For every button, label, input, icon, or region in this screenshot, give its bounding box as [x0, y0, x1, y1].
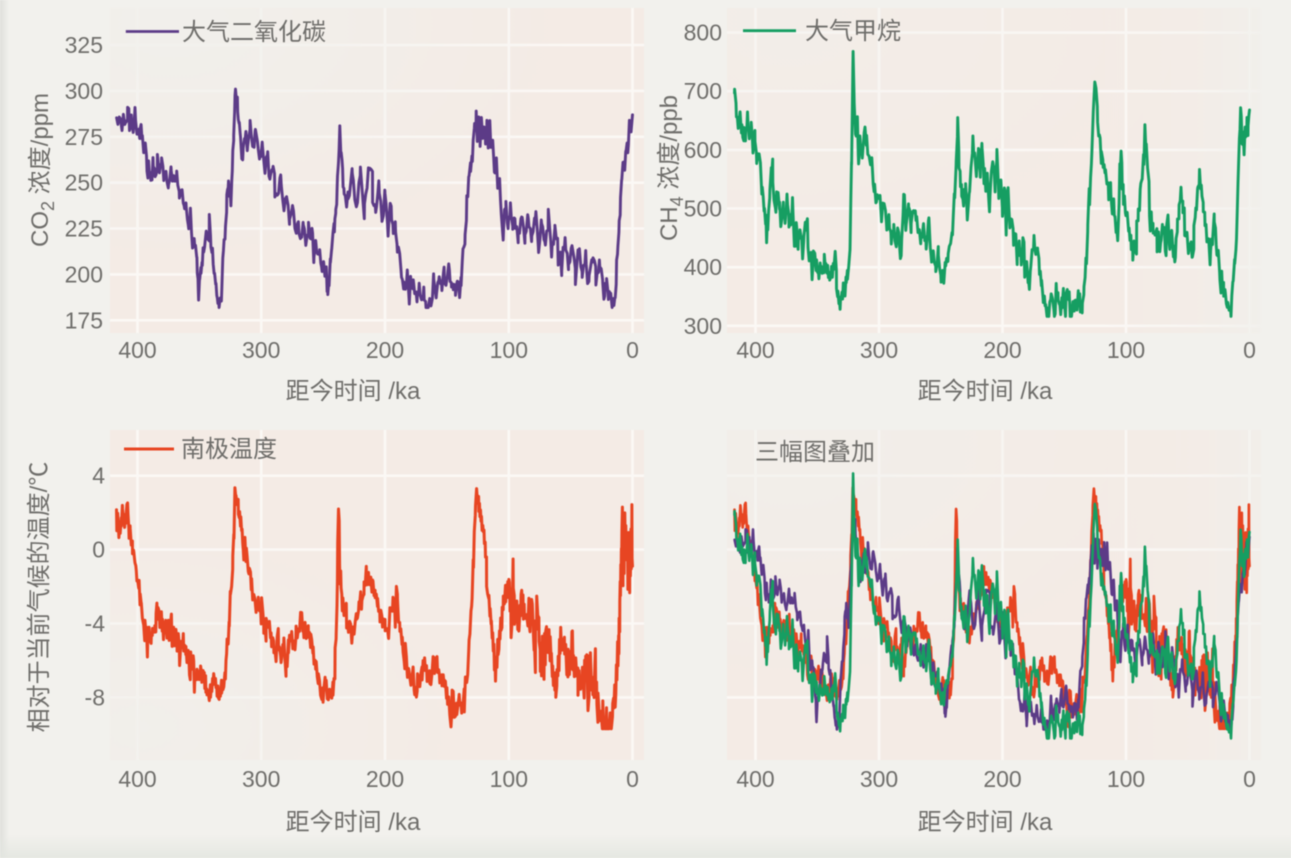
svg-text:400: 400 [684, 254, 722, 280]
svg-text:100: 100 [1107, 766, 1145, 792]
svg-text:0: 0 [1243, 337, 1256, 363]
svg-text:CH4 浓度/ppb: CH4 浓度/ppb [656, 95, 687, 241]
svg-text:大气二氧化碳: 大气二氧化碳 [182, 19, 326, 46]
svg-text:250: 250 [65, 170, 103, 196]
svg-text:500: 500 [684, 196, 722, 222]
svg-text:南极温度: 南极温度 [181, 436, 277, 463]
svg-text:225: 225 [65, 216, 103, 242]
svg-text:100: 100 [490, 766, 528, 792]
svg-text:距今时间 /ka: 距今时间 /ka [286, 809, 421, 836]
svg-text:4: 4 [92, 463, 105, 489]
svg-text:CO2 浓度/ppm: CO2 浓度/ppm [27, 93, 58, 247]
svg-text:300: 300 [860, 337, 898, 363]
svg-text:200: 200 [983, 337, 1021, 363]
svg-text:0: 0 [626, 766, 639, 792]
svg-text:三幅图叠加: 三幅图叠加 [755, 439, 875, 466]
svg-text:400: 400 [118, 766, 156, 792]
svg-text:400: 400 [736, 766, 774, 792]
svg-text:300: 300 [860, 766, 898, 792]
svg-text:200: 200 [366, 337, 404, 363]
svg-text:400: 400 [736, 337, 774, 363]
svg-text:300: 300 [242, 766, 280, 792]
svg-text:800: 800 [684, 20, 722, 46]
svg-text:100: 100 [490, 337, 528, 363]
svg-text:距今时间 /ka: 距今时间 /ka [918, 378, 1053, 405]
svg-text:700: 700 [684, 78, 722, 104]
svg-text:300: 300 [684, 313, 722, 339]
svg-text:距今时间 /ka: 距今时间 /ka [918, 809, 1053, 836]
svg-text:300: 300 [65, 78, 103, 104]
svg-text:相对于当前气候的温度/℃: 相对于当前气候的温度/℃ [26, 462, 53, 733]
svg-text:400: 400 [118, 337, 156, 363]
svg-text:200: 200 [983, 766, 1021, 792]
svg-text:600: 600 [684, 137, 722, 163]
svg-text:距今时间 /ka: 距今时间 /ka [286, 378, 421, 405]
svg-text:0: 0 [92, 537, 105, 563]
svg-text:275: 275 [65, 124, 103, 150]
svg-text:175: 175 [65, 307, 103, 333]
svg-text:0: 0 [1243, 766, 1256, 792]
svg-text:-4: -4 [85, 611, 106, 637]
svg-text:300: 300 [242, 337, 280, 363]
svg-text:200: 200 [65, 261, 103, 287]
svg-text:100: 100 [1107, 337, 1145, 363]
svg-text:0: 0 [626, 337, 639, 363]
svg-text:325: 325 [65, 32, 103, 58]
svg-text:大气甲烷: 大气甲烷 [805, 18, 901, 45]
svg-text:-8: -8 [85, 684, 105, 710]
svg-text:200: 200 [366, 766, 404, 792]
